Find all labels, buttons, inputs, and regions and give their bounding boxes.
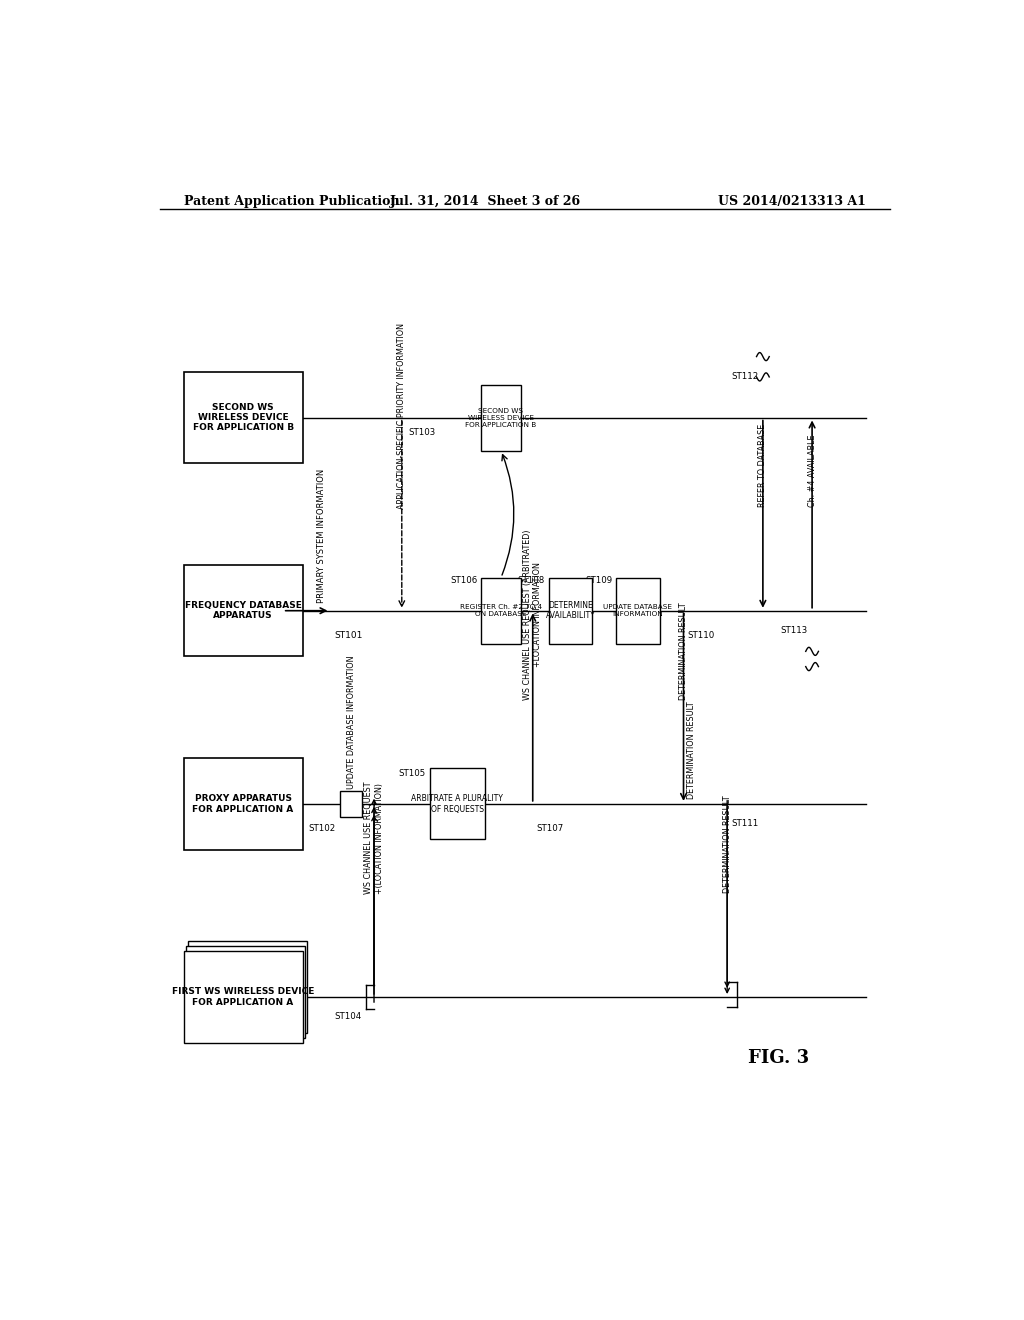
Text: SECOND WS
WIRELESS DEVICE
FOR APPLICATION B: SECOND WS WIRELESS DEVICE FOR APPLICATIO…: [193, 403, 294, 433]
Text: ST112: ST112: [732, 372, 759, 381]
Text: ARBITRATE A PLURALITY
OF REQUESTS: ARBITRATE A PLURALITY OF REQUESTS: [412, 795, 503, 813]
Text: FIRST WS WIRELESS DEVICE
FOR APPLICATION A: FIRST WS WIRELESS DEVICE FOR APPLICATION…: [172, 987, 314, 1007]
Text: APPLICATION-SPECIFIC PRIORITY INFORMATION: APPLICATION-SPECIFIC PRIORITY INFORMATIO…: [397, 323, 407, 510]
Bar: [183, 952, 303, 1043]
Text: ST106: ST106: [450, 576, 477, 585]
Text: PRIMARY SYSTEM INFORMATION: PRIMARY SYSTEM INFORMATION: [317, 469, 327, 602]
Text: ST113: ST113: [781, 626, 808, 635]
Text: ST104: ST104: [335, 1012, 362, 1022]
Text: DETERMINE
AVAILABILITY: DETERMINE AVAILABILITY: [546, 601, 595, 620]
Text: ST101: ST101: [334, 631, 362, 640]
Bar: [340, 791, 362, 817]
Text: FIG. 3: FIG. 3: [749, 1049, 809, 1067]
Text: ST110: ST110: [687, 631, 715, 640]
Bar: [549, 578, 592, 644]
Bar: [183, 758, 303, 850]
Bar: [481, 384, 521, 450]
Text: WS CHANNEL USE REQUEST (ARBITRATED)
+LOCATION INFORMATION: WS CHANNEL USE REQUEST (ARBITRATED) +LOC…: [523, 529, 543, 700]
Text: Patent Application Publication: Patent Application Publication: [183, 194, 399, 207]
Text: ST108: ST108: [517, 576, 545, 585]
Bar: [183, 372, 303, 463]
Bar: [481, 578, 521, 644]
Text: REGISTER Ch. #2 TO 4
ON DATABASE: REGISTER Ch. #2 TO 4 ON DATABASE: [460, 605, 542, 618]
Text: Jul. 31, 2014  Sheet 3 of 26: Jul. 31, 2014 Sheet 3 of 26: [389, 194, 581, 207]
Text: Ch. #4 AVAILABLE: Ch. #4 AVAILABLE: [808, 434, 816, 507]
Text: ST107: ST107: [537, 824, 564, 833]
Text: PROXY APPARATUS
FOR APPLICATION A: PROXY APPARATUS FOR APPLICATION A: [193, 795, 294, 813]
Text: ST111: ST111: [731, 818, 759, 828]
Text: DETERMINATION RESULT: DETERMINATION RESULT: [723, 796, 732, 894]
Text: WS CHANNEL USE REQUEST
+(LOCATION INFORMATION): WS CHANNEL USE REQUEST +(LOCATION INFORM…: [365, 781, 384, 894]
Text: DETERMINATION RESULT: DETERMINATION RESULT: [679, 602, 688, 700]
Text: ST102: ST102: [308, 824, 336, 833]
Bar: [187, 941, 306, 1032]
Text: FREQUENCY DATABASE
APPARATUS: FREQUENCY DATABASE APPARATUS: [184, 601, 301, 620]
Text: DETERMINATION RESULT: DETERMINATION RESULT: [687, 701, 696, 799]
Bar: [616, 578, 659, 644]
Bar: [183, 565, 303, 656]
Text: UPDATE DATABASE
INFORMATION: UPDATE DATABASE INFORMATION: [603, 605, 673, 618]
Text: UPDATE DATABASE INFORMATION: UPDATE DATABASE INFORMATION: [346, 655, 355, 788]
Text: SECOND WS
WIRELESS DEVICE
FOR APPLICATION B: SECOND WS WIRELESS DEVICE FOR APPLICATIO…: [465, 408, 537, 428]
Text: ST109: ST109: [585, 576, 612, 585]
Text: REFER TO DATABASE: REFER TO DATABASE: [759, 424, 767, 507]
Bar: [185, 946, 304, 1038]
Text: US 2014/0213313 A1: US 2014/0213313 A1: [718, 194, 866, 207]
Text: ST105: ST105: [398, 768, 426, 777]
Text: ST103: ST103: [409, 428, 435, 437]
Bar: [430, 768, 485, 840]
